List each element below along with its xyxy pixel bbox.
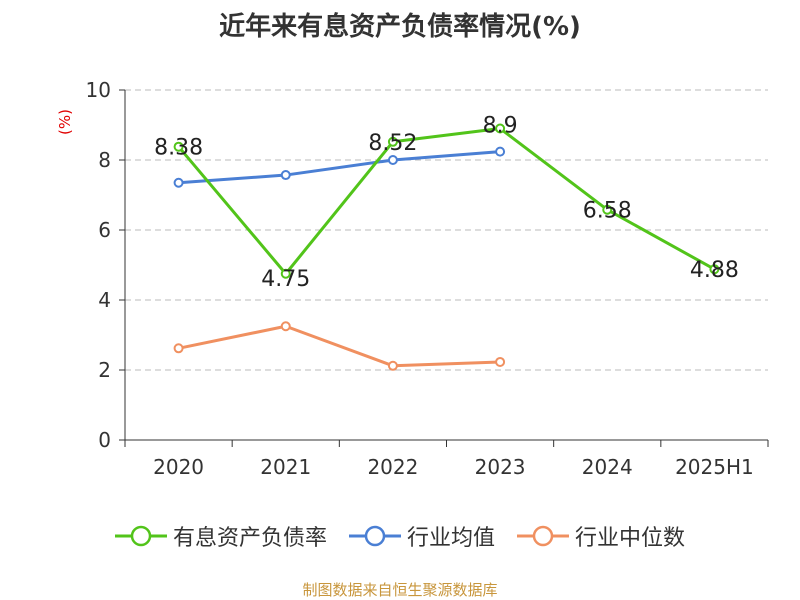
legend-item-series-2[interactable]: 行业均值 [348,520,495,552]
legend-item-series-1[interactable]: 有息资产负债率 [114,520,327,552]
data-point-series-3 [173,343,184,354]
data-point-series-1 [173,141,184,152]
y-tick-label: 2 [98,358,111,382]
data-point-series-3 [280,321,291,332]
chart-title: 近年来有息资产负债率情况(%) [219,12,581,42]
legend-label-series-3: 行业中位数 [575,526,686,551]
data-label: 8.52 [368,131,417,156]
x-tick-label: 2020 [153,455,204,479]
y-tick-label: 0 [98,428,111,452]
data-label: 4.88 [690,258,739,283]
legend-marker-series-3 [517,525,569,547]
x-tick-label: 2023 [475,455,526,479]
legend: 有息资产负债率 行业均值 行业中位数 [0,520,800,552]
data-point-series-3 [495,356,506,367]
data-point-series-2 [280,170,291,181]
legend-item-series-3[interactable]: 行业中位数 [517,520,685,552]
data-label: 6.58 [583,199,632,224]
data-point-series-3 [387,360,398,371]
data-point-series-1 [602,204,613,215]
data-point-series-2 [173,177,184,188]
x-tick-label: 2024 [582,455,633,479]
legend-marker-series-1 [114,525,167,547]
data-point-series-2 [495,146,506,157]
data-label: 8.9 [483,114,518,139]
legend-label-series-1: 有息资产负债率 [172,526,327,551]
legend-marker-series-2 [348,525,401,547]
y-tick-label: 4 [98,288,111,312]
x-tick-label: 2022 [367,455,418,479]
data-label: 8.38 [154,136,203,161]
data-point-series-1 [280,268,291,279]
y-tick-label: 10 [86,78,111,102]
data-point-series-1 [387,136,398,147]
series-line-2 [178,150,501,185]
x-tick-label: 2025H1 [675,455,754,479]
series-line-3 [178,324,501,368]
data-point-series-2 [387,155,398,165]
data-label: 4.75 [261,267,310,292]
data-point-series-1 [495,123,506,134]
data-point-series-1 [709,264,720,275]
y-tick-label: 6 [98,218,111,242]
data-source-note: 制图数据来自恒生聚源数据库 [302,581,498,599]
x-tick-label: 2021 [260,455,311,479]
series-line-1 [177,127,716,276]
legend-label-series-2: 行业均值 [406,526,495,551]
y-tick-label: 8 [98,148,111,172]
